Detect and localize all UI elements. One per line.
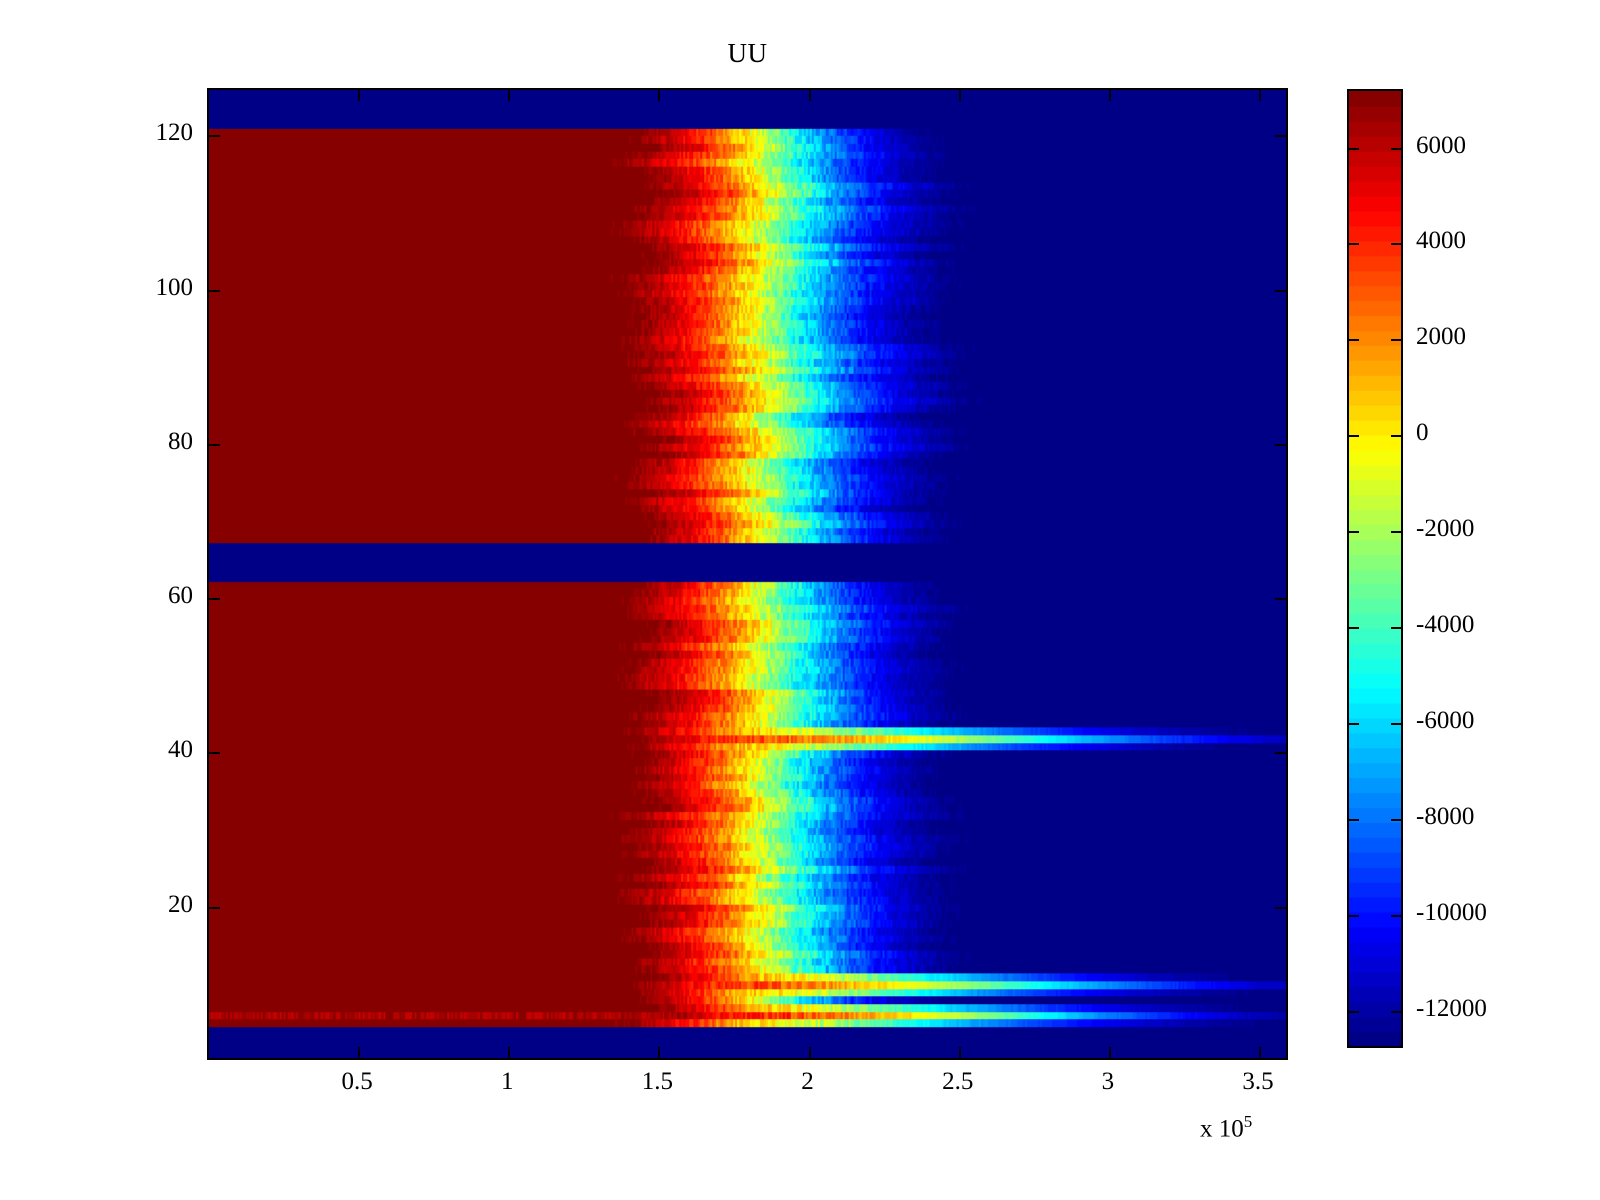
exponent-prefix: x 10 xyxy=(1200,1115,1244,1143)
x-axis-tick-2-5 xyxy=(958,90,961,101)
x-axis-tick-label: 3.5 xyxy=(1242,1068,1274,1095)
colorbar-tick xyxy=(1349,818,1359,821)
y-axis-tick-80 xyxy=(1275,443,1286,446)
y-axis-tick-100 xyxy=(209,289,220,292)
colorbar-tick-label: -4000 xyxy=(1416,611,1475,639)
colorbar-tick xyxy=(1349,435,1359,438)
colorbar-tick xyxy=(1349,722,1359,725)
colorbar-tick xyxy=(1391,722,1401,725)
colorbar-tick-label: 4000 xyxy=(1416,227,1466,255)
x-axis-tick-label: 0.5 xyxy=(341,1068,373,1095)
colorbar-gradient xyxy=(1349,91,1401,1046)
colorbar-tick xyxy=(1391,147,1401,150)
x-axis-tick-1 xyxy=(508,1047,511,1058)
y-axis-tick-label: 100 xyxy=(155,273,194,301)
colorbar-tick-label: -10000 xyxy=(1416,898,1487,926)
y-axis-tick-120 xyxy=(209,135,220,138)
heatmap-axes[interactable] xyxy=(207,88,1288,1060)
colorbar-tick xyxy=(1349,627,1359,630)
x-axis-tick-label: 3 xyxy=(1101,1068,1115,1095)
colorbar-tick xyxy=(1391,531,1401,534)
colorbar-tick xyxy=(1349,147,1359,150)
y-axis-tick-40 xyxy=(209,752,220,755)
colorbar-tick-label: -8000 xyxy=(1416,802,1475,830)
x-axis-tick-2-5 xyxy=(958,1047,961,1058)
y-axis-tick-100 xyxy=(1275,289,1286,292)
y-axis-tick-80 xyxy=(209,443,220,446)
x-axis-tick-1 xyxy=(508,90,511,101)
y-axis-tick-60 xyxy=(209,598,220,601)
colorbar-tick-label: -2000 xyxy=(1416,515,1475,543)
colorbar-tick xyxy=(1391,243,1401,246)
x-axis-tick-3 xyxy=(1108,1047,1111,1058)
y-axis-tick-label: 20 xyxy=(168,890,193,918)
x-axis-tick-2 xyxy=(808,90,811,101)
x-axis-tick-label: 1.5 xyxy=(641,1068,674,1095)
colorbar-tick xyxy=(1391,627,1401,630)
y-axis-tick-label: 120 xyxy=(155,119,194,147)
x-axis-tick-1-5 xyxy=(658,90,661,101)
x-axis-tick-label: 2.5 xyxy=(942,1068,974,1095)
colorbar-tick xyxy=(1349,1010,1359,1013)
x-axis-tick-2 xyxy=(808,1047,811,1058)
page-title: UU xyxy=(727,38,768,68)
x-axis-tick-label: 2 xyxy=(801,1068,814,1095)
heatmap-image xyxy=(209,90,1286,1058)
colorbar-tick-label: 0 xyxy=(1416,419,1429,447)
colorbar-tick xyxy=(1391,435,1401,438)
x-axis-tick-label: 1 xyxy=(501,1068,514,1095)
y-axis-tick-label: 40 xyxy=(168,736,193,764)
y-axis-tick-label: 80 xyxy=(168,427,193,455)
colorbar-tick xyxy=(1391,1010,1401,1013)
colorbar[interactable] xyxy=(1347,89,1403,1048)
colorbar-tick xyxy=(1391,914,1401,917)
colorbar-tick xyxy=(1391,339,1401,342)
colorbar-tick xyxy=(1349,531,1359,534)
y-axis-tick-40 xyxy=(1275,752,1286,755)
y-axis-tick-120 xyxy=(1275,135,1286,138)
colorbar-tick xyxy=(1349,339,1359,342)
y-axis-tick-label: 60 xyxy=(168,582,193,610)
x-axis-tick-3-5 xyxy=(1258,90,1261,101)
exponent-power: 5 xyxy=(1243,1112,1253,1131)
colorbar-tick-label: 6000 xyxy=(1416,131,1466,159)
colorbar-tick xyxy=(1391,818,1401,821)
y-axis-tick-60 xyxy=(1275,598,1286,601)
colorbar-tick-label: -6000 xyxy=(1416,706,1475,734)
x-axis-tick-1-5 xyxy=(658,1047,661,1058)
colorbar-tick xyxy=(1349,243,1359,246)
x-axis-exponent-label: x 105 xyxy=(1200,1108,1252,1143)
colorbar-tick-label: 2000 xyxy=(1416,323,1466,351)
x-axis-tick-0-5 xyxy=(358,1047,361,1058)
colorbar-tick-label: -12000 xyxy=(1416,994,1487,1022)
x-axis-tick-3 xyxy=(1108,90,1111,101)
y-axis-tick-20 xyxy=(209,906,220,909)
y-axis-tick-20 xyxy=(1275,906,1286,909)
x-axis-tick-3-5 xyxy=(1258,1047,1261,1058)
x-axis-tick-0-5 xyxy=(358,90,361,101)
colorbar-tick xyxy=(1349,914,1359,917)
